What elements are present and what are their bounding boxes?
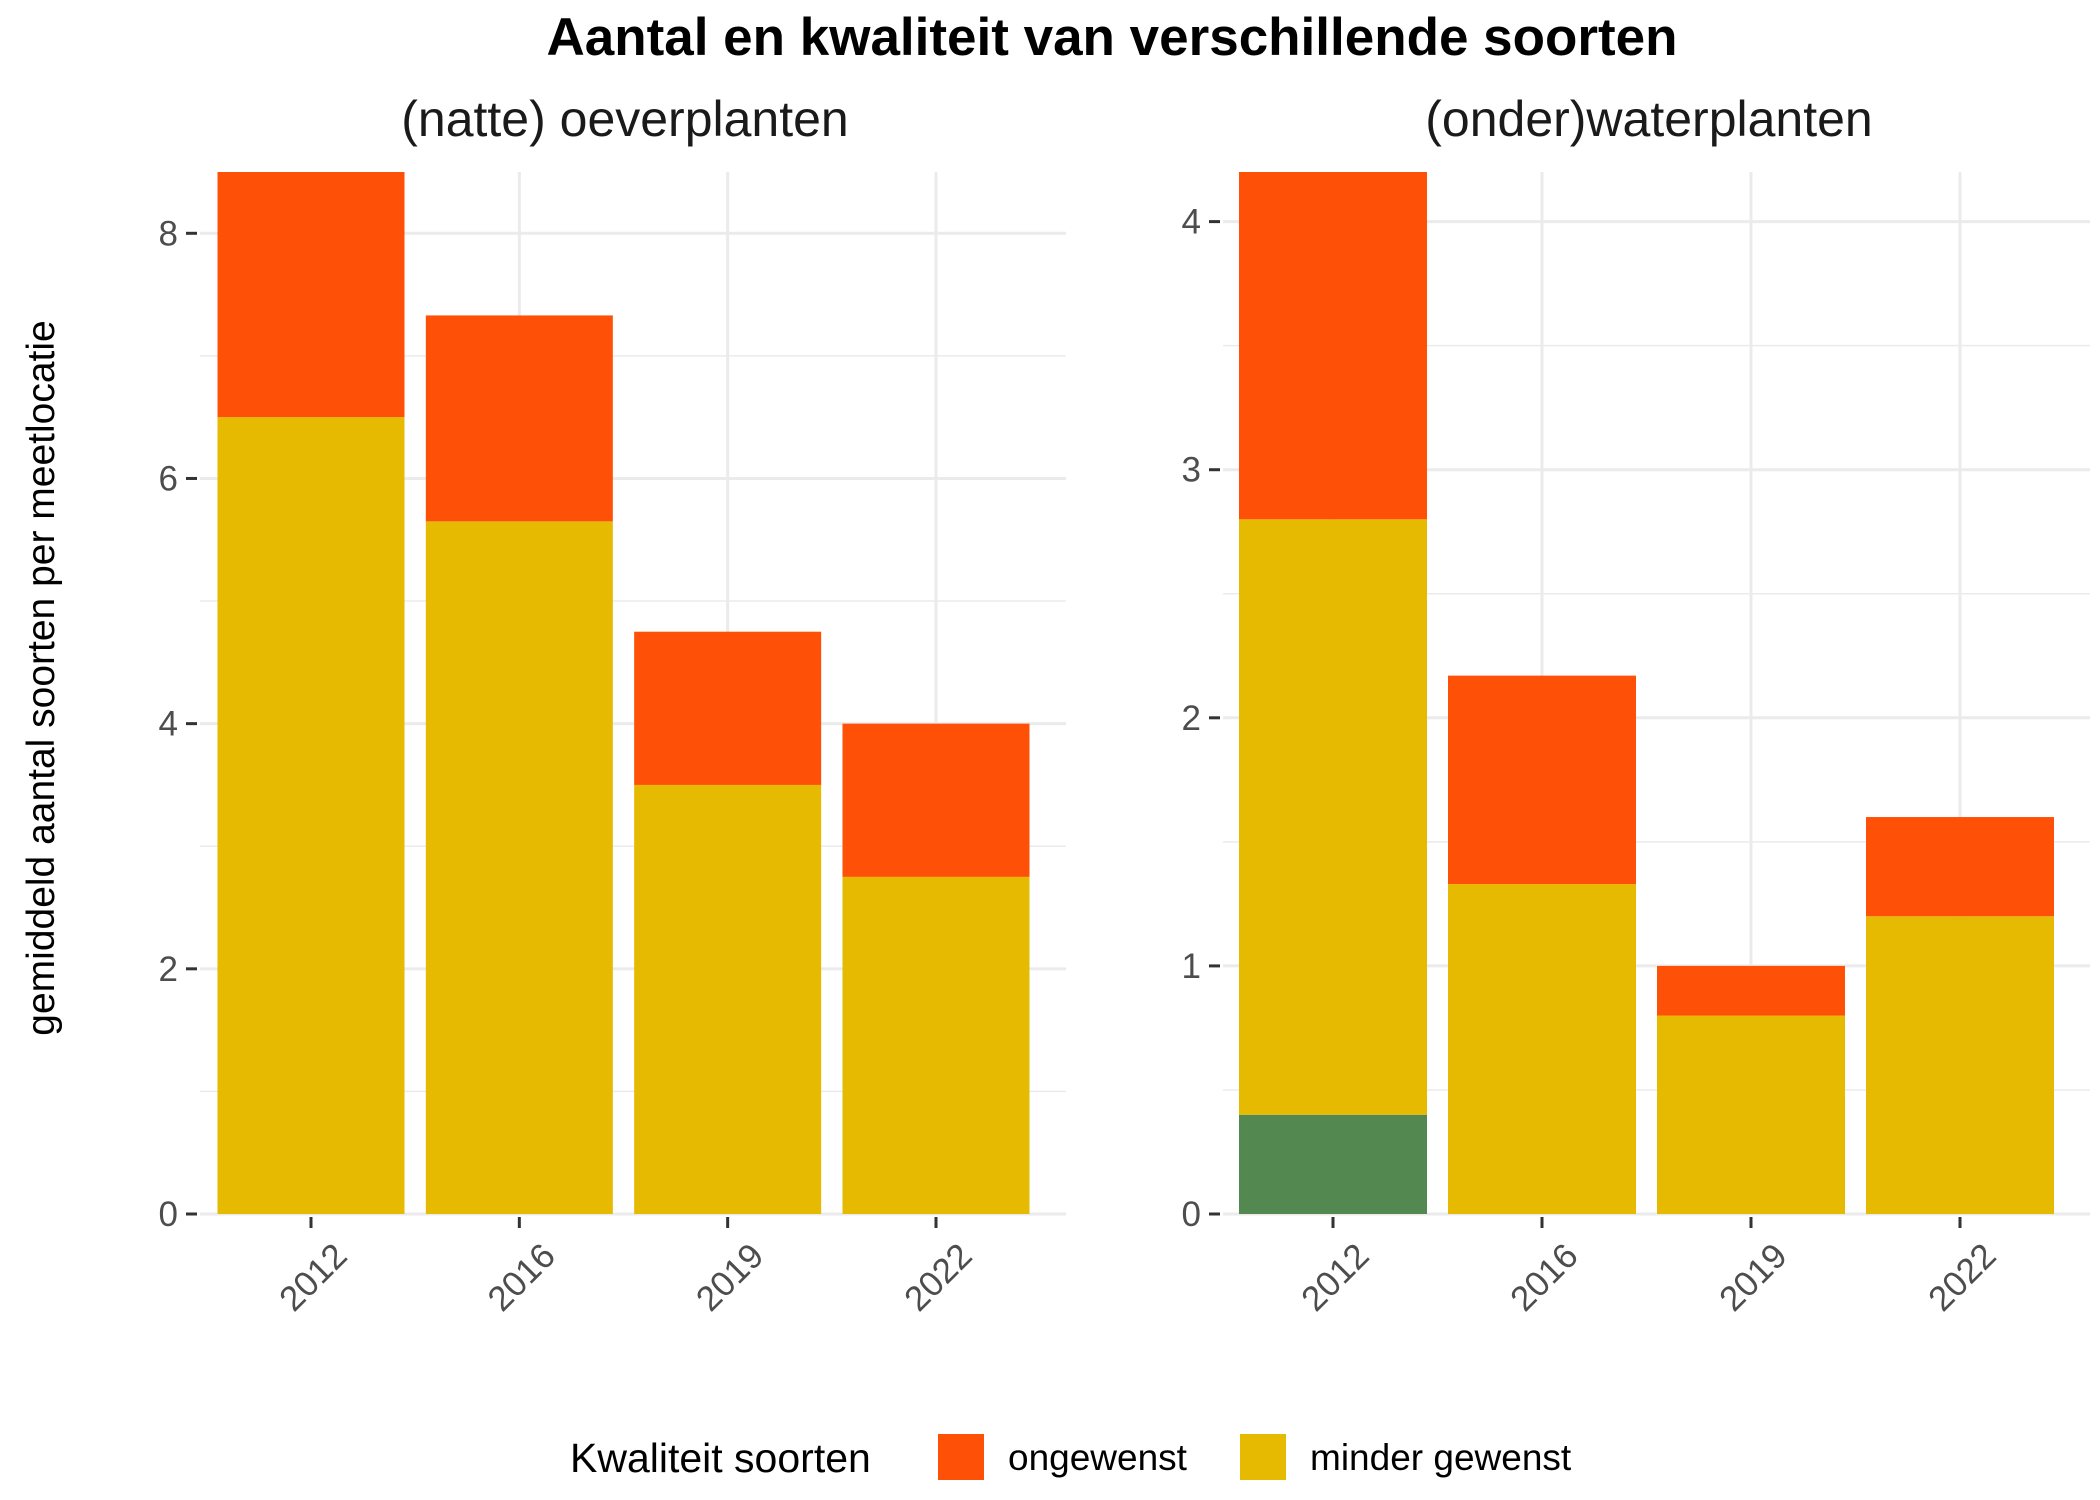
bars [217,172,1030,1214]
y-axis-title: gemiddeld aantal soorten per meetlocatie [20,320,63,1035]
x-tick-label: 2019 [1712,1236,1795,1319]
bar-minder-gewenst-2022 [1866,916,2054,1214]
x-tick-label: 2016 [1503,1236,1586,1319]
bar-ongewenst-2016 [1448,675,1636,885]
x-tick-label: 2012 [1294,1236,1377,1319]
bar-ongewenst-2016 [425,315,613,522]
x-tick-label: 2012 [272,1236,355,1319]
y-tick-label: 0 [1182,1195,1201,1234]
bar-minder-gewenst-2012 [217,417,405,1214]
legend-swatch-minder-gewenst [1240,1434,1286,1480]
facet-title-waterplanten: (onder)waterplanten [1425,91,1873,147]
bar-minder-gewenst-2022 [842,876,1030,1214]
chart-title: Aantal en kwaliteit van verschillende so… [546,8,1677,67]
legend-title: Kwaliteit soorten [570,1435,871,1481]
bar-minder-gewenst-2012 [1239,519,1427,1115]
y-tick-label: 6 [159,459,178,498]
bar-minder-gewenst-2019 [634,784,822,1214]
bar-ongewenst-2019 [1657,965,1845,1016]
y-tick-label: 4 [1182,203,1201,242]
y-tick-label: 0 [159,1195,178,1234]
panel-waterplanten: (onder)waterplanten 0 1 2 3 4 2012 2016 2019 202… [1182,91,2090,1319]
x-tick-label: 2016 [480,1236,563,1319]
legend-label-ongewenst: ongewenst [1008,1437,1188,1478]
bar-minder-gewenst-2016 [425,521,613,1214]
x-tick-label: 2022 [897,1236,980,1319]
legend: Kwaliteit soorten ongewenst minder gewen… [570,1434,1572,1481]
bar-ongewenst-2012 [217,172,405,418]
facet-title-oeverplanten: (natte) oeverplanten [401,91,849,147]
legend-swatch-ongewenst [938,1434,984,1480]
bar-minder-gewenst-2016 [1448,884,1636,1214]
legend-label-minder-gewenst: minder gewenst [1310,1437,1572,1478]
y-tick-label: 4 [159,705,178,744]
bar-ongewenst-2022 [1866,817,2054,917]
y-tick-label: 3 [1182,451,1201,490]
x-tick-label: 2022 [1921,1236,2004,1319]
x-tick-label: 2019 [689,1236,772,1319]
bar-minder-gewenst-2019 [1657,1015,1845,1214]
y-tick-label: 2 [1182,699,1201,738]
bar-ongewenst-2012 [1239,172,1427,520]
bar-ongewenst-2019 [634,631,822,785]
y-tick-label: 1 [1182,947,1201,986]
y-tick-label: 8 [159,214,178,253]
bars [1239,172,2054,1214]
bar-gewenst-2012 [1239,1114,1427,1214]
panel-oeverplanten: (natte) oeverplanten 0 2 4 6 8 2012 2016 2019 20… [159,91,1066,1319]
y-tick-label: 2 [159,950,178,989]
bar-ongewenst-2022 [842,723,1030,877]
